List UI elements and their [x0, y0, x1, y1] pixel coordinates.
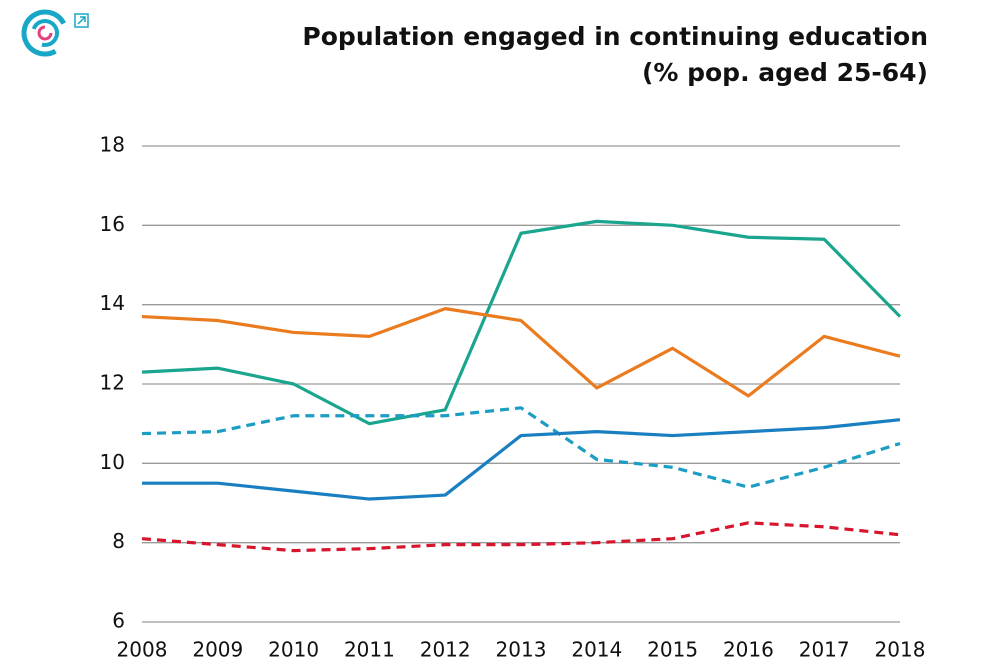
- chart-title: Population engaged in continuing educati…: [302, 22, 928, 51]
- x-tick-label: 2016: [723, 638, 774, 662]
- logo: [21, 9, 89, 57]
- series-line: [141, 406, 901, 489]
- x-tick-label: 2011: [344, 638, 395, 662]
- x-tick-label: 2008: [117, 638, 168, 662]
- series-line: [142, 418, 901, 501]
- chart-subtitle: (% pop. aged 25-64): [642, 58, 928, 87]
- series-line: [141, 307, 901, 398]
- x-tick-label: 2018: [875, 638, 926, 662]
- series-line: [141, 219, 902, 426]
- x-tick-label: 2013: [496, 638, 547, 662]
- x-tick-label: 2017: [799, 638, 850, 662]
- x-tick-label: 2015: [647, 638, 698, 662]
- series-line: [141, 521, 901, 553]
- x-tick-label: 2010: [268, 638, 319, 662]
- y-tick-label: 8: [112, 529, 125, 553]
- y-tick-label: 14: [100, 291, 125, 315]
- x-tick-label: 2014: [571, 638, 622, 662]
- y-tick-label: 16: [100, 212, 125, 236]
- y-tick-label: 12: [100, 371, 125, 395]
- x-tick-label: 2012: [420, 638, 471, 662]
- y-tick-label: 18: [100, 133, 125, 157]
- x-tick-label: 2009: [192, 638, 243, 662]
- y-tick-label: 10: [100, 450, 125, 474]
- y-tick-label: 6: [112, 609, 125, 633]
